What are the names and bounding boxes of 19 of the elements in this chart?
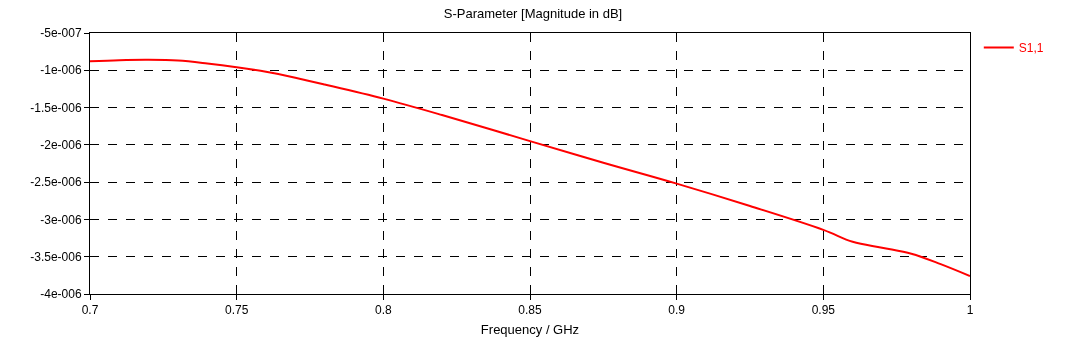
x-tick-label: 0.75 [224,303,249,318]
y-tick-label: -3.5e-006 [30,249,82,264]
x-tick-label: 0.8 [374,303,392,318]
legend-label: S1,1 [1018,41,1044,56]
x-axis-title: Frequency / GHz [480,322,580,337]
y-tick-label: -2.5e-006 [30,175,82,190]
x-tick-label: 0.9 [668,303,686,318]
y-tick-label: -3e-006 [40,212,82,227]
x-tick-label: 1 [966,303,974,318]
line-series [90,58,970,278]
y-tick-label: -2e-006 [40,138,82,153]
y-tick-label: -4e-006 [40,287,82,302]
y-tick-label: -1.5e-006 [30,100,82,115]
y-tick-label: -5e-007 [40,26,82,41]
chart-title: S-Parameter [Magnitude in dB] [443,5,623,21]
x-tick-label: 0.95 [811,303,836,318]
x-tick-label: 0.85 [518,303,542,318]
y-tick-label: -1e-006 [40,63,82,78]
x-tick-label: 0.7 [81,303,99,318]
